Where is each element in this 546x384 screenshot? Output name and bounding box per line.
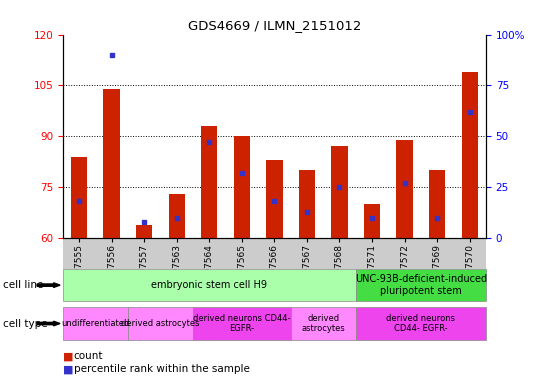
Bar	[331, 147, 348, 238]
Bar	[364, 204, 380, 238]
Text: count: count	[74, 351, 103, 361]
Text: derived neurons CD44-
EGFR-: derived neurons CD44- EGFR-	[193, 314, 290, 333]
Bar	[461, 72, 478, 238]
Bar	[136, 225, 152, 238]
Text: ■: ■	[63, 364, 73, 374]
Text: derived neurons
CD44- EGFR-: derived neurons CD44- EGFR-	[387, 314, 455, 333]
Text: undifferentiated: undifferentiated	[61, 319, 129, 328]
Bar	[169, 194, 185, 238]
Text: cell line: cell line	[3, 280, 43, 290]
Text: UNC-93B-deficient-induced
pluripotent stem: UNC-93B-deficient-induced pluripotent st…	[355, 274, 487, 296]
Bar	[266, 160, 282, 238]
Bar	[396, 140, 413, 238]
Text: percentile rank within the sample: percentile rank within the sample	[74, 364, 250, 374]
Bar	[299, 170, 315, 238]
Bar	[104, 89, 120, 238]
Bar	[71, 157, 87, 238]
Bar	[201, 126, 217, 238]
Title: GDS4669 / ILMN_2151012: GDS4669 / ILMN_2151012	[188, 19, 361, 32]
Bar	[234, 136, 250, 238]
Text: embryonic stem cell H9: embryonic stem cell H9	[151, 280, 267, 290]
Text: ■: ■	[63, 351, 73, 361]
Text: derived
astrocytes: derived astrocytes	[301, 314, 345, 333]
Bar	[429, 170, 445, 238]
Text: derived astrocytes: derived astrocytes	[121, 319, 200, 328]
Text: cell type: cell type	[3, 318, 48, 329]
